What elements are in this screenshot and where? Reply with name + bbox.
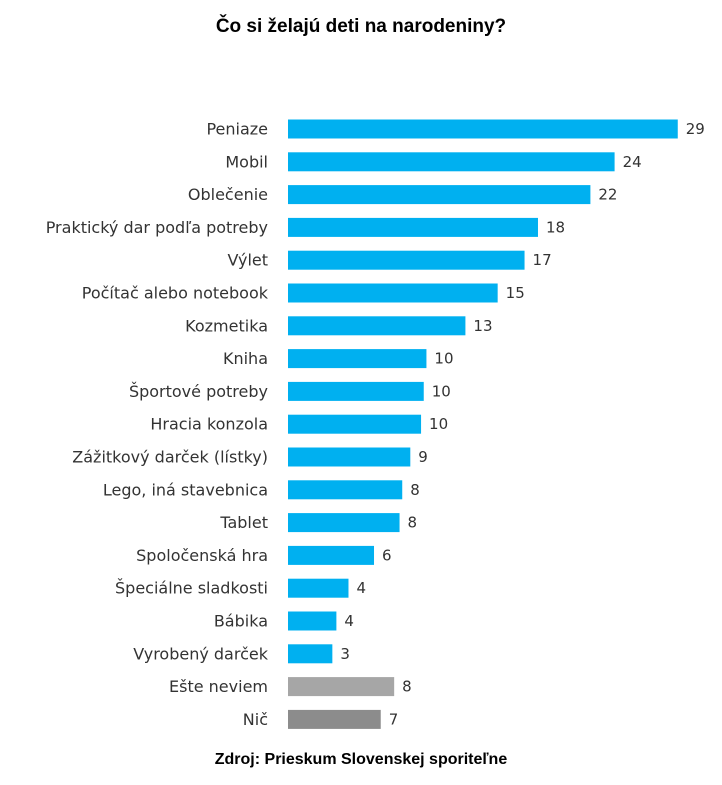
- bar: [288, 283, 498, 303]
- category-label: Vyrobený darček: [133, 644, 269, 663]
- category-label: Praktický dar podľa potreby: [46, 218, 268, 237]
- value-label: 29: [686, 120, 705, 138]
- value-label: 18: [546, 218, 565, 236]
- bar: [288, 447, 411, 467]
- category-label: Mobil: [225, 152, 268, 171]
- bar: [288, 316, 466, 336]
- bar: [288, 709, 381, 729]
- bars: [288, 119, 678, 729]
- category-label: Ešte neviem: [169, 677, 268, 696]
- value-label: 15: [506, 284, 525, 302]
- bar: [288, 119, 678, 139]
- bar: [288, 250, 525, 270]
- value-label: 4: [356, 579, 366, 597]
- value-label: 7: [389, 710, 399, 728]
- bar: [288, 578, 349, 598]
- bar: [288, 644, 333, 664]
- bar: [288, 677, 395, 697]
- bar: [288, 611, 337, 631]
- bar: [288, 480, 403, 500]
- value-label: 10: [432, 382, 451, 400]
- value-label: 13: [473, 317, 492, 335]
- category-label: Bábika: [214, 612, 268, 631]
- value-label: 24: [623, 153, 642, 171]
- category-label: Peniaze: [206, 120, 268, 139]
- category-label: Počítač alebo notebook: [82, 284, 269, 303]
- chart-source: Zdroj: Prieskum Slovenskej sporiteľne: [214, 751, 508, 768]
- bar: [288, 152, 615, 172]
- category-label: Výlet: [227, 251, 268, 270]
- bar: [288, 414, 422, 434]
- value-label: 22: [598, 186, 617, 204]
- category-label: Športové potreby: [129, 382, 268, 401]
- value-label: 9: [418, 448, 428, 466]
- bar: [288, 185, 591, 205]
- category-label: Oblečenie: [188, 185, 268, 204]
- bar: [288, 349, 427, 369]
- value-label: 3: [340, 645, 350, 663]
- category-label: Nič: [243, 710, 268, 729]
- value-label: 8: [410, 481, 420, 499]
- category-label: Hracia konzola: [150, 415, 268, 434]
- category-label: Zážitkový darček (lístky): [72, 448, 268, 467]
- bar: [288, 217, 538, 237]
- value-label: 8: [402, 678, 412, 696]
- chart-title: Čo si želajú deti na narodeniny?: [215, 16, 507, 37]
- bar: [288, 545, 375, 565]
- bar: [288, 381, 424, 401]
- value-label: 6: [382, 546, 392, 564]
- value-label: 8: [408, 514, 418, 532]
- category-labels: Peniaze Mobil Oblečenie Praktický dar podľa…: [46, 120, 269, 729]
- category-label: Spoločenská hra: [136, 546, 268, 565]
- category-label: Kniha: [223, 349, 268, 368]
- category-label: Lego, iná stavebnica: [103, 480, 268, 499]
- value-label: 17: [533, 251, 552, 269]
- bar: [288, 513, 400, 533]
- value-label: 4: [344, 612, 354, 630]
- category-label: Špeciálne sladkosti: [115, 579, 268, 598]
- category-label: Kozmetika: [185, 316, 268, 335]
- value-label: 10: [429, 415, 448, 433]
- category-label: Tablet: [219, 513, 268, 532]
- value-label: 10: [434, 350, 453, 368]
